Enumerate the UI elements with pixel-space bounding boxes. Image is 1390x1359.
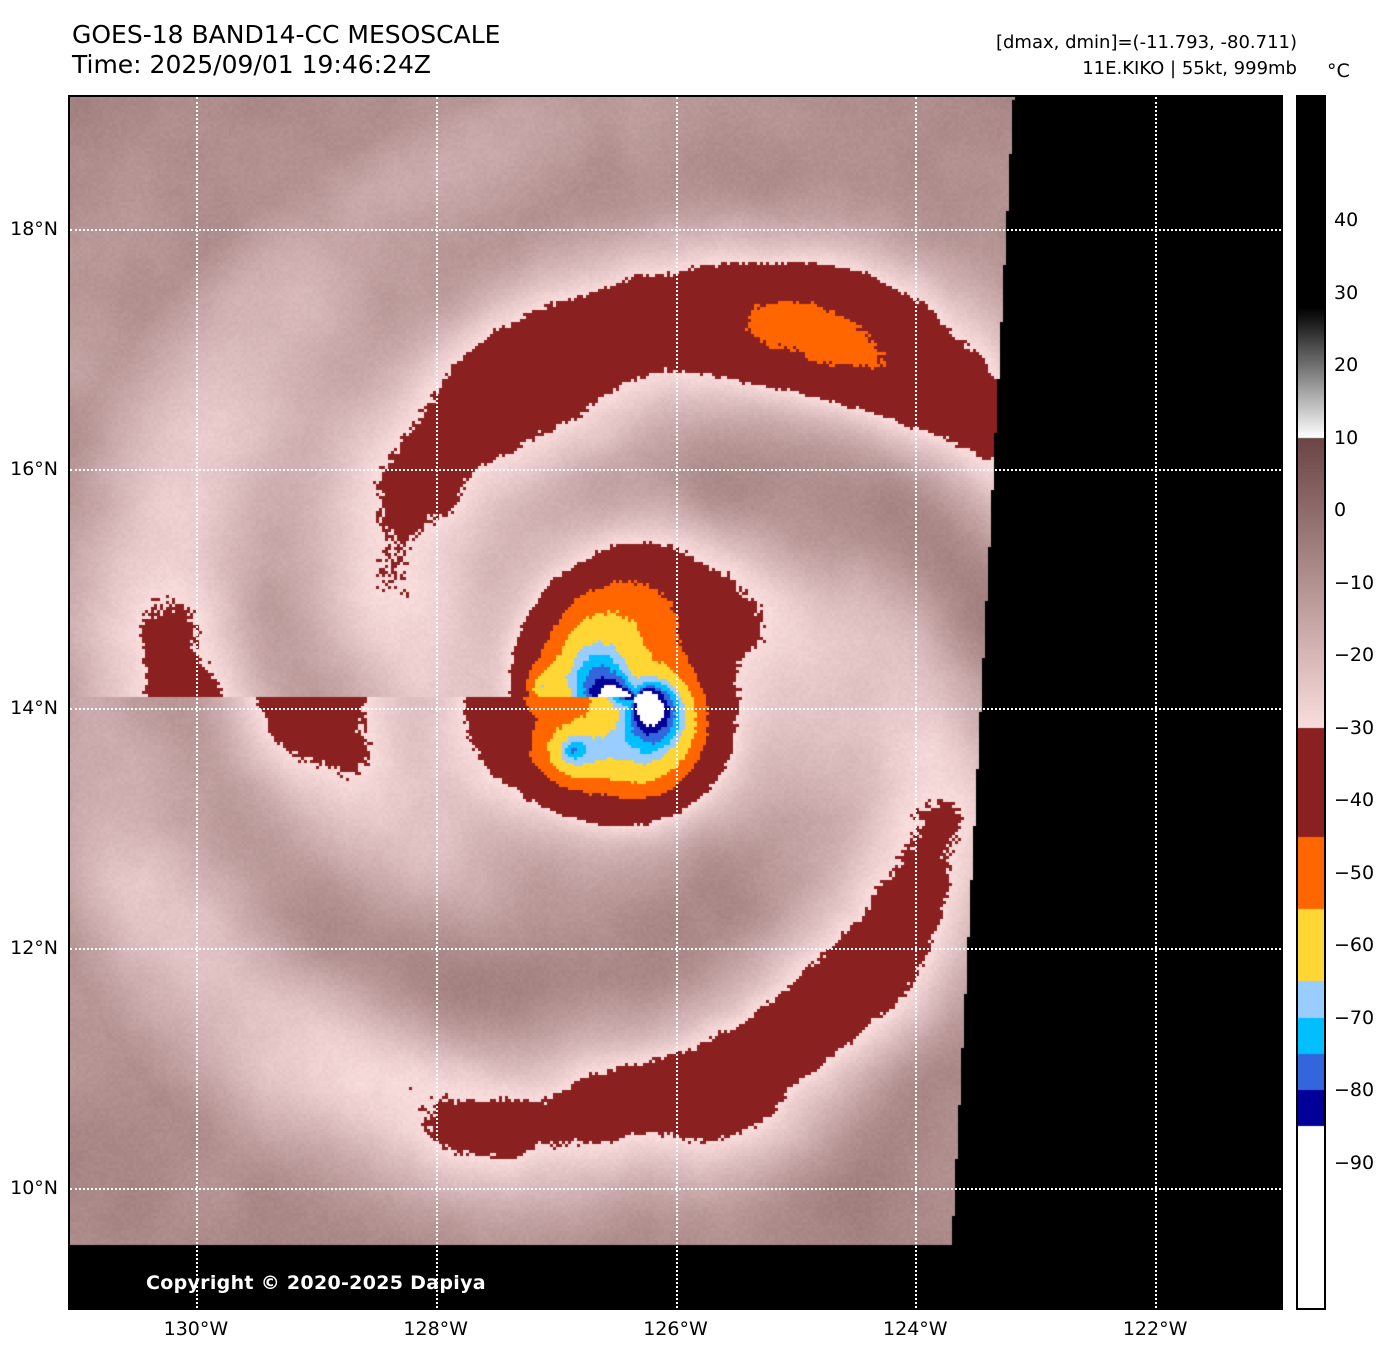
data-range-label: [dmax, dmin]=(-11.793, -80.711) — [995, 32, 1297, 53]
longitude-tick-label: 130°W — [163, 1318, 229, 1340]
latitude-tick-label: 10°N — [10, 1177, 58, 1200]
gridline-lon — [915, 97, 918, 1308]
colorbar-tick-label: −10 — [1334, 571, 1375, 594]
latitude-tick-label: 18°N — [10, 217, 58, 240]
colorbar-tick-label: −30 — [1334, 716, 1375, 739]
colorbar-tick-label: −50 — [1334, 861, 1375, 884]
longitude-tick-label: 122°W — [1122, 1318, 1188, 1340]
metadata-block: [dmax, dmin]=(-11.793, -80.711) 11E.KIKO… — [996, 30, 1297, 82]
colorbar-tick-label: −70 — [1334, 1006, 1375, 1029]
colorbar-tick-label: −80 — [1334, 1079, 1375, 1102]
satellite-image-plot[interactable]: Copyright © 2020-2025 Dapiya — [68, 95, 1283, 1310]
colorbar-tick-label: −20 — [1334, 644, 1375, 667]
colorbar-unit-label: °C — [1327, 60, 1350, 82]
longitude-tick-label: 126°W — [643, 1318, 708, 1340]
colorbar-tick-label: 40 — [1334, 209, 1359, 232]
colorbar-tick-label: 0 — [1334, 499, 1347, 522]
colorbar-tick-label: −40 — [1334, 789, 1375, 812]
storm-info-label: 11E.KIKO | 55kt, 999mb — [1082, 58, 1297, 79]
colorbar-tick-label: 30 — [1334, 281, 1359, 304]
colorbar-tick-label: −60 — [1334, 934, 1375, 957]
temperature-colorbar[interactable] — [1296, 95, 1326, 1310]
page-title: GOES-18 BAND14-CC MESOSCALE — [72, 20, 501, 49]
longitude-tick-label: 124°W — [883, 1318, 948, 1340]
latitude-tick-label: 16°N — [10, 457, 58, 480]
gridline-lon — [195, 97, 198, 1308]
title-block: GOES-18 BAND14-CC MESOSCALE Time: 2025/0… — [72, 20, 500, 80]
timestamp-label: Time: 2025/09/01 19:46:24Z — [72, 50, 431, 79]
colorbar-tick-label: 10 — [1334, 426, 1359, 449]
colorbar-gradient-canvas — [1298, 97, 1324, 1308]
latitude-tick-label: 14°N — [10, 697, 58, 720]
colorbar-tick-label: 20 — [1334, 354, 1359, 377]
latitude-tick-label: 12°N — [10, 937, 58, 960]
gridline-lon — [435, 97, 438, 1308]
gridline-lon — [675, 97, 678, 1308]
colorbar-tick-label: −90 — [1334, 1151, 1375, 1174]
gridline-lon — [1155, 97, 1158, 1308]
longitude-tick-label: 128°W — [403, 1318, 468, 1340]
copyright-label: Copyright © 2020-2025 Dapiya — [146, 1272, 486, 1294]
